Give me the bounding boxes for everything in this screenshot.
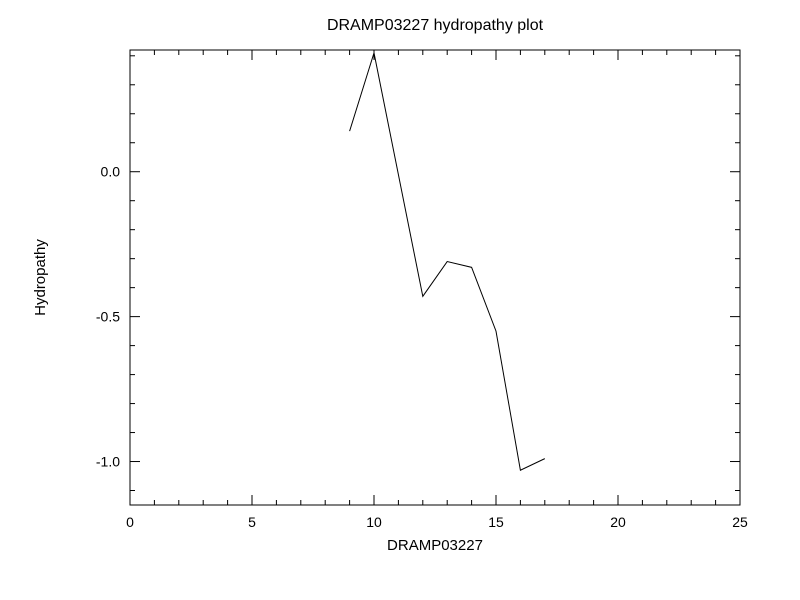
chart-container: 0 5 10 15 20 25 -1.0 -0.5 0.0 DRAMP03227 hydropat…	[0, 0, 800, 600]
x-tick-label: 15	[488, 514, 504, 530]
y-axis-label: Hydropathy	[32, 239, 49, 316]
y-tick-label: -0.5	[96, 309, 120, 325]
x-tick-label: 25	[732, 514, 748, 530]
y-tick-label: 0.0	[101, 164, 121, 180]
y-tick-label: -1.0	[96, 454, 120, 470]
x-tick-label: 10	[366, 514, 382, 530]
plot-background	[0, 0, 800, 600]
x-tick-label: 0	[126, 514, 134, 530]
hydropathy-plot: 0 5 10 15 20 25 -1.0 -0.5 0.0 DRAMP03227 hydropat…	[0, 0, 800, 600]
chart-title: DRAMP03227 hydropathy plot	[327, 17, 544, 34]
x-axis-label: DRAMP03227	[387, 537, 483, 554]
x-tick-label: 20	[610, 514, 626, 530]
x-tick-label: 5	[248, 514, 256, 530]
